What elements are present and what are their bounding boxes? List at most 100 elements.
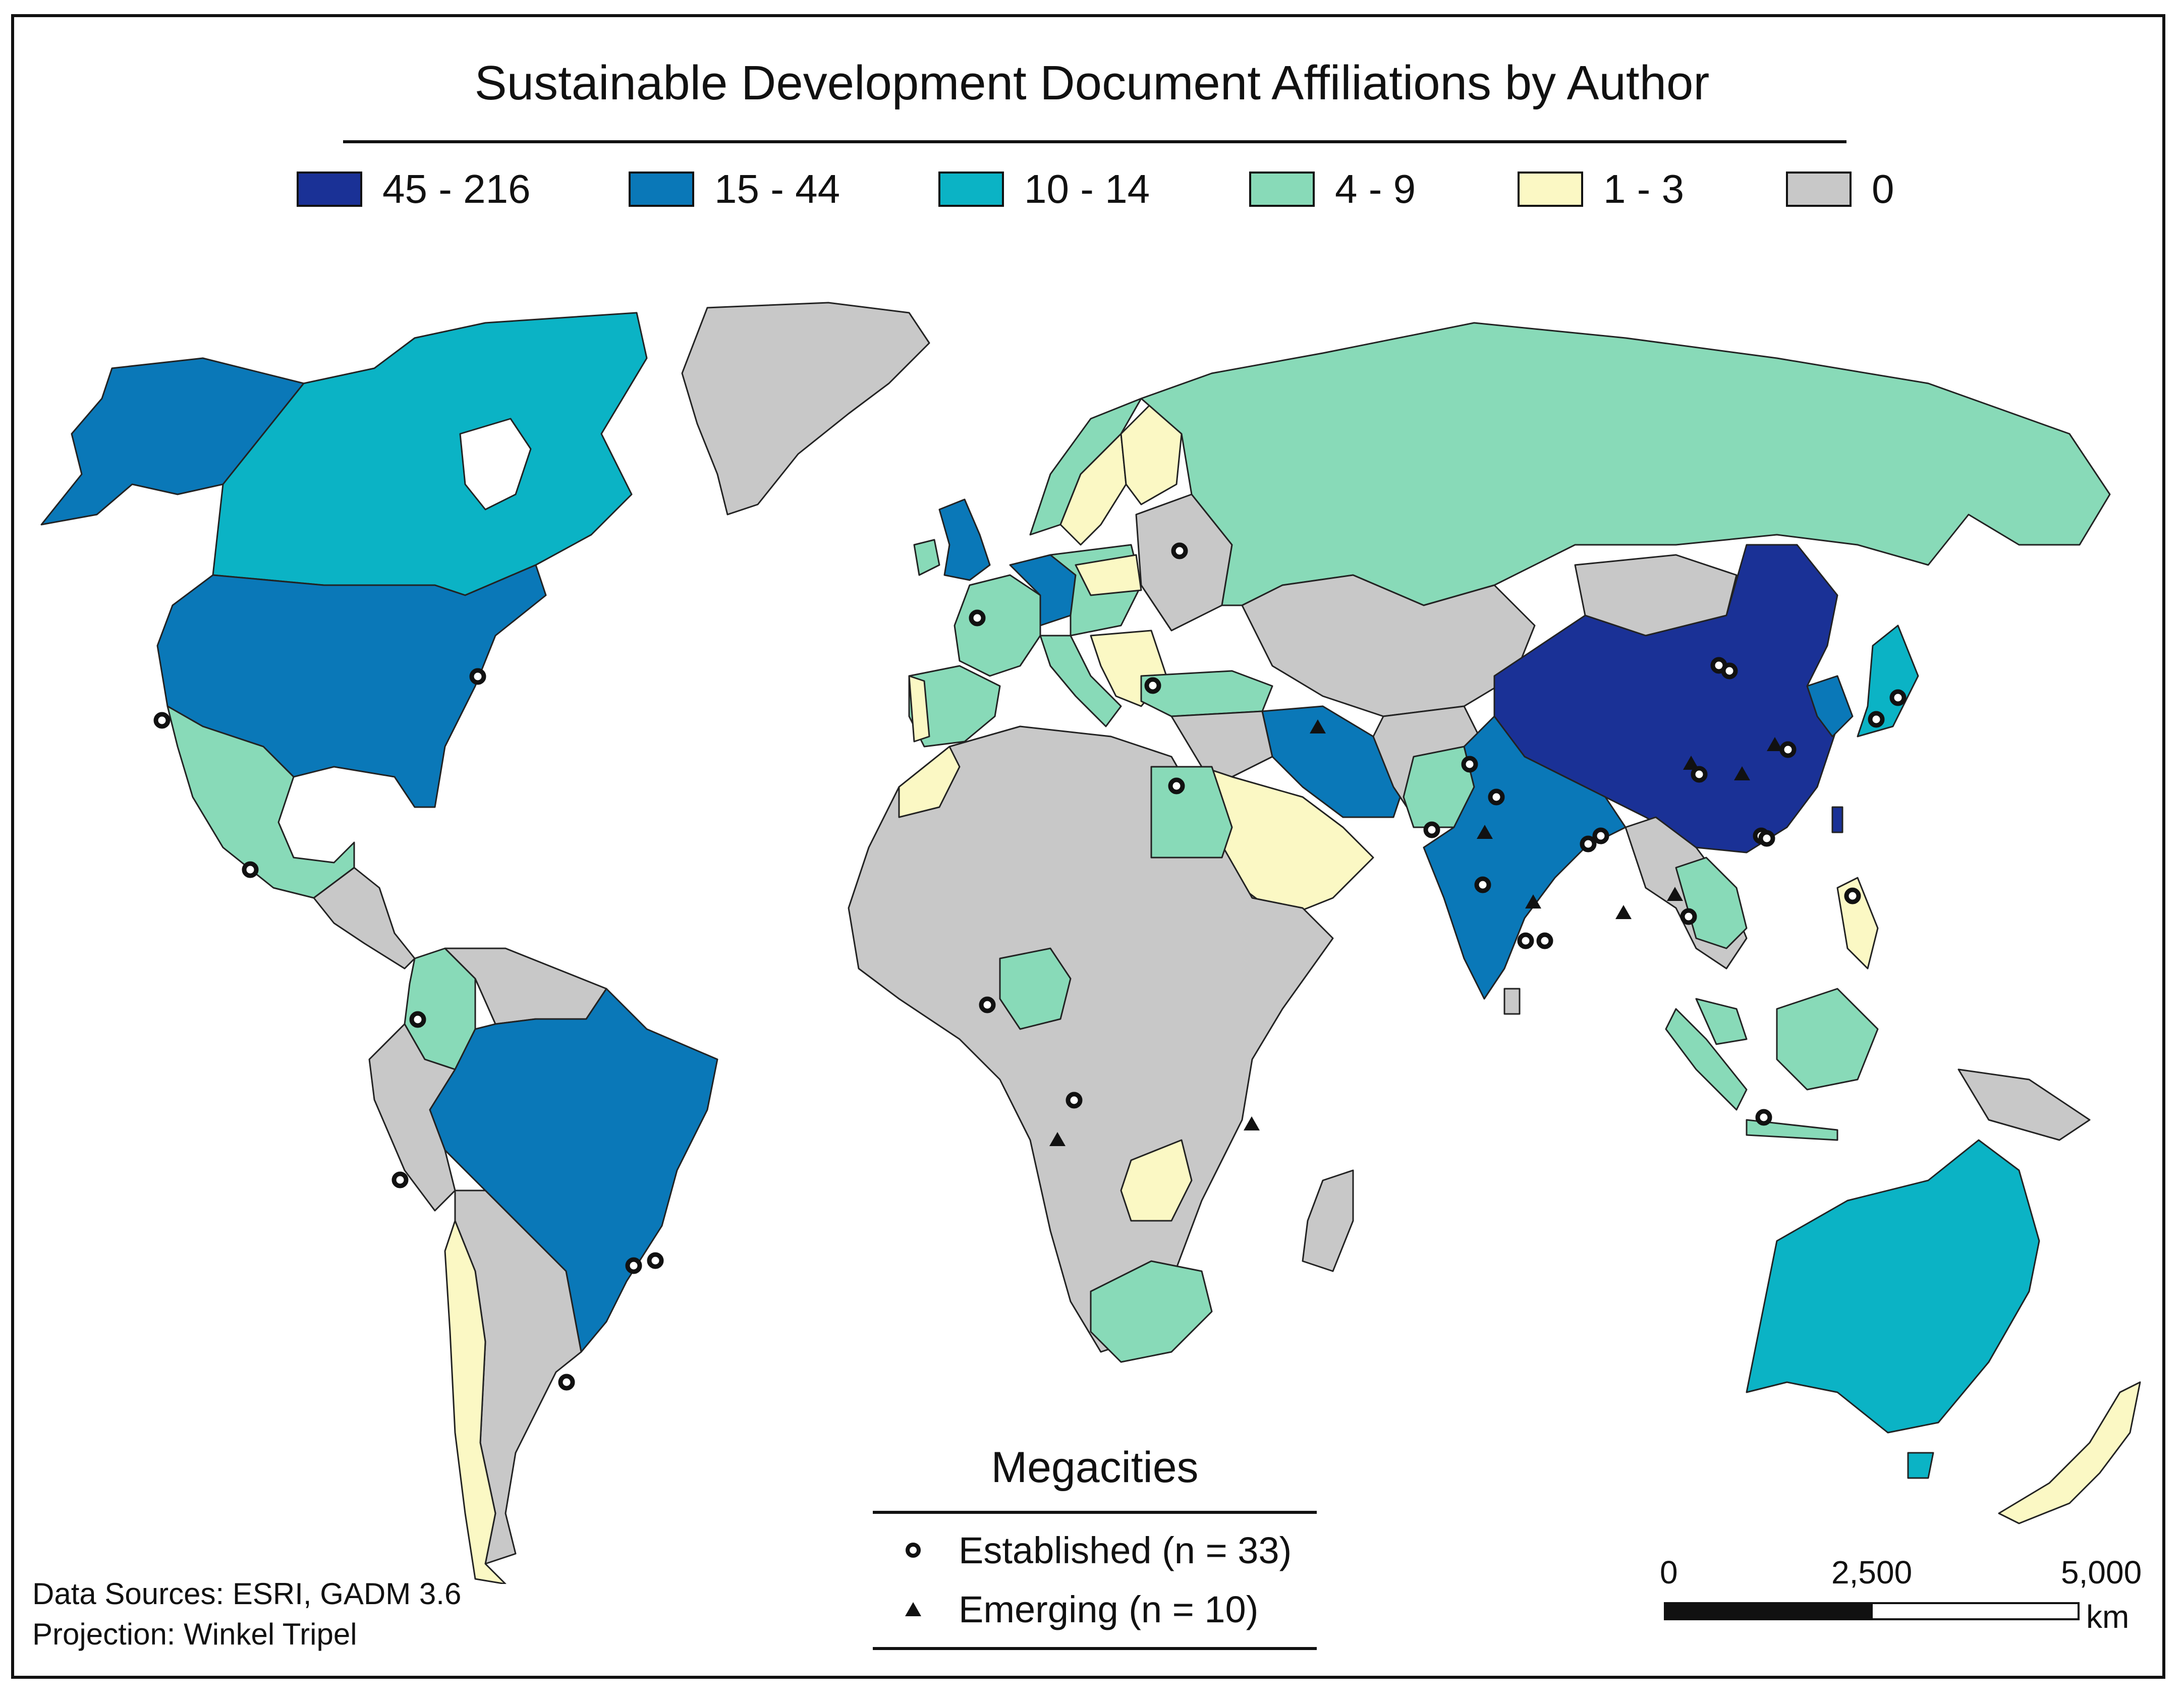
emerging-megacity-marker bbox=[1477, 825, 1493, 839]
morocco bbox=[898, 746, 961, 818]
korea bbox=[1806, 675, 1854, 737]
indonesia-sumatra bbox=[1665, 1008, 1748, 1111]
legend-label: 10 - 14 bbox=[1024, 166, 1150, 211]
emerging-megacity-marker bbox=[1667, 887, 1683, 901]
tasmania bbox=[1907, 1452, 1934, 1479]
established-megacity-marker bbox=[1168, 777, 1185, 795]
legend-label: 15 - 44 bbox=[714, 166, 841, 211]
emerging-label: Emerging (n = 10) bbox=[959, 1588, 1259, 1630]
established-megacity-marker bbox=[625, 1257, 642, 1274]
emerging-legend-row: Emerging (n = 10) bbox=[898, 1586, 1258, 1632]
sources-line: Data Sources: ESRI, GADM 3.6 bbox=[32, 1577, 462, 1611]
poland bbox=[1075, 554, 1142, 596]
megacities-title: Megacities bbox=[991, 1443, 1199, 1492]
alaska bbox=[40, 357, 305, 526]
established-megacity-marker bbox=[969, 609, 986, 627]
russia bbox=[1140, 322, 2111, 606]
established-megacity-marker bbox=[1474, 876, 1491, 893]
legend-item-15-44: 15 - 44 bbox=[629, 166, 840, 212]
australia bbox=[1746, 1139, 2040, 1434]
established-megacity-marker bbox=[1488, 788, 1505, 806]
legend-swatch bbox=[629, 172, 694, 207]
legend-label: 1 - 3 bbox=[1603, 166, 1685, 211]
established-megacity-marker bbox=[153, 712, 171, 729]
italy bbox=[1039, 635, 1122, 727]
emerging-megacity-marker bbox=[1310, 719, 1326, 733]
established-megacity-marker bbox=[1844, 887, 1861, 904]
scale-tick-0: 0 bbox=[1660, 1554, 1678, 1591]
legend-item-4-9: 4 - 9 bbox=[1249, 166, 1416, 212]
indonesia-java bbox=[1746, 1119, 1838, 1141]
legend-swatch bbox=[1249, 172, 1315, 207]
established-megacity-marker bbox=[1536, 932, 1553, 949]
projection-line: Projection: Winkel Tripel bbox=[32, 1617, 357, 1651]
taiwan bbox=[1831, 806, 1843, 833]
established-megacity-marker bbox=[391, 1171, 409, 1188]
ring-marker-icon bbox=[898, 1535, 928, 1565]
chile bbox=[444, 1220, 507, 1584]
india bbox=[1423, 715, 1627, 1000]
legend-item-10-14: 10 - 14 bbox=[938, 166, 1150, 212]
portugal bbox=[908, 675, 930, 743]
established-megacity-marker bbox=[1779, 741, 1797, 758]
emerging-megacity-marker bbox=[1615, 905, 1632, 919]
triangle-marker-icon bbox=[898, 1594, 928, 1624]
established-megacity-marker bbox=[1423, 821, 1440, 838]
legend-label: 0 bbox=[1872, 166, 1894, 211]
scale-bar-graphic bbox=[1664, 1602, 2080, 1620]
legend-swatch bbox=[1786, 172, 1852, 207]
new-guinea bbox=[1957, 1068, 2091, 1141]
thailand-vietnam bbox=[1675, 857, 1748, 949]
legend-item-0: 0 bbox=[1786, 166, 1894, 212]
established-megacity-marker bbox=[469, 668, 486, 685]
zambia bbox=[1120, 1139, 1193, 1222]
megacities-divider bbox=[873, 1647, 1317, 1650]
emerging-megacity-marker bbox=[1244, 1116, 1260, 1130]
south-africa bbox=[1090, 1260, 1213, 1363]
established-megacity-marker bbox=[1592, 827, 1609, 844]
legend-swatch bbox=[297, 172, 362, 207]
established-megacity-marker bbox=[1171, 542, 1188, 559]
title-divider bbox=[343, 140, 1846, 143]
sri-lanka bbox=[1503, 988, 1521, 1015]
established-megacity-marker bbox=[409, 1011, 426, 1028]
malaysia bbox=[1695, 998, 1748, 1045]
established-megacity-marker bbox=[1889, 689, 1907, 706]
established-megacity-marker bbox=[1461, 756, 1478, 773]
madagascar bbox=[1302, 1169, 1354, 1272]
established-megacity-marker bbox=[1868, 711, 1885, 728]
established-megacity-marker bbox=[647, 1252, 664, 1269]
emerging-megacity-marker bbox=[1683, 756, 1699, 770]
established-megacity-marker bbox=[979, 996, 996, 1013]
japan bbox=[1857, 625, 1919, 737]
established-megacity-marker bbox=[1680, 908, 1697, 925]
emerging-megacity-marker bbox=[1734, 766, 1750, 780]
map-title: Sustainable Development Document Affilia… bbox=[474, 56, 1710, 110]
turkey bbox=[1140, 670, 1273, 717]
scale-tick-2500: 2,500 bbox=[1831, 1554, 1913, 1591]
mexico bbox=[166, 705, 355, 899]
established-megacity-marker bbox=[1580, 835, 1597, 853]
legend-label: 4 - 9 bbox=[1335, 166, 1416, 211]
middle-east-levant bbox=[1170, 710, 1273, 778]
world-map bbox=[40, 302, 2141, 1584]
emerging-megacity-marker bbox=[1767, 737, 1783, 751]
legend-item-45-216: 45 - 216 bbox=[297, 166, 531, 212]
established-label: Established (n = 33) bbox=[959, 1529, 1292, 1571]
scale-unit: km bbox=[2086, 1599, 2130, 1635]
established-megacity-marker bbox=[1721, 662, 1738, 679]
emerging-megacity-marker bbox=[1049, 1132, 1066, 1146]
established-megacity-marker bbox=[1755, 1109, 1772, 1126]
canada bbox=[212, 312, 648, 596]
established-legend-row: Established (n = 33) bbox=[898, 1527, 1292, 1573]
emerging-markers bbox=[1049, 719, 1783, 1146]
legend-item-1-3: 1 - 3 bbox=[1518, 166, 1684, 212]
data-sources-note: Data Sources: ESRI, GADM 3.6 Projection:… bbox=[32, 1574, 461, 1655]
central-asia bbox=[1241, 574, 1536, 717]
legend-label: 45 - 216 bbox=[382, 166, 531, 211]
borneo bbox=[1776, 988, 1879, 1091]
emerging-megacity-marker bbox=[1525, 894, 1541, 909]
new-zealand bbox=[1998, 1381, 2141, 1524]
scale-bar: 0 2,500 5,000 km bbox=[1660, 1554, 2144, 1655]
ireland bbox=[913, 539, 940, 576]
